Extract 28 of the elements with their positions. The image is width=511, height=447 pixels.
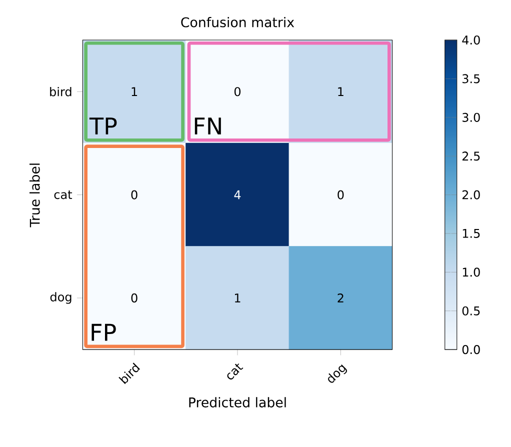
annotation: FN	[194, 118, 221, 134]
color-bar-label: 2.0	[462, 190, 480, 200]
color-bar-label: 1.0	[462, 268, 480, 277]
x-tick-label: cat	[227, 363, 244, 380]
chart-title: Confusion matrix	[181, 16, 294, 28]
color-bar-label: 2.5	[462, 152, 480, 161]
color-bar-label: 4.0	[462, 36, 480, 45]
data-label: 0	[234, 87, 241, 96]
annotation: FP	[92, 324, 116, 341]
x-axis-title: Predicted label	[189, 397, 286, 408]
y-tick-label: dog	[50, 292, 72, 304]
data-label: 0	[338, 190, 344, 200]
annotation: TP	[89, 118, 117, 134]
color-bar-label: 1.5	[462, 229, 480, 238]
color-bar-label: 0.0	[462, 345, 480, 354]
y-tick-label: cat	[54, 190, 72, 200]
color-bar-label: 3.5	[462, 74, 480, 84]
color-bar-label: 0.5	[462, 306, 480, 316]
y-tick-label: bird	[50, 86, 72, 96]
data-label: 0	[131, 190, 138, 200]
data-label: 0	[131, 293, 138, 303]
data-label: 1	[338, 87, 344, 96]
data-label: 1	[132, 87, 138, 96]
y-axis-title: True label	[30, 164, 40, 228]
x-tick-label: dog	[328, 364, 348, 383]
color-bar-label: 3.0	[462, 112, 480, 122]
data-label: 2	[338, 294, 344, 302]
data-label: 4	[234, 190, 241, 200]
